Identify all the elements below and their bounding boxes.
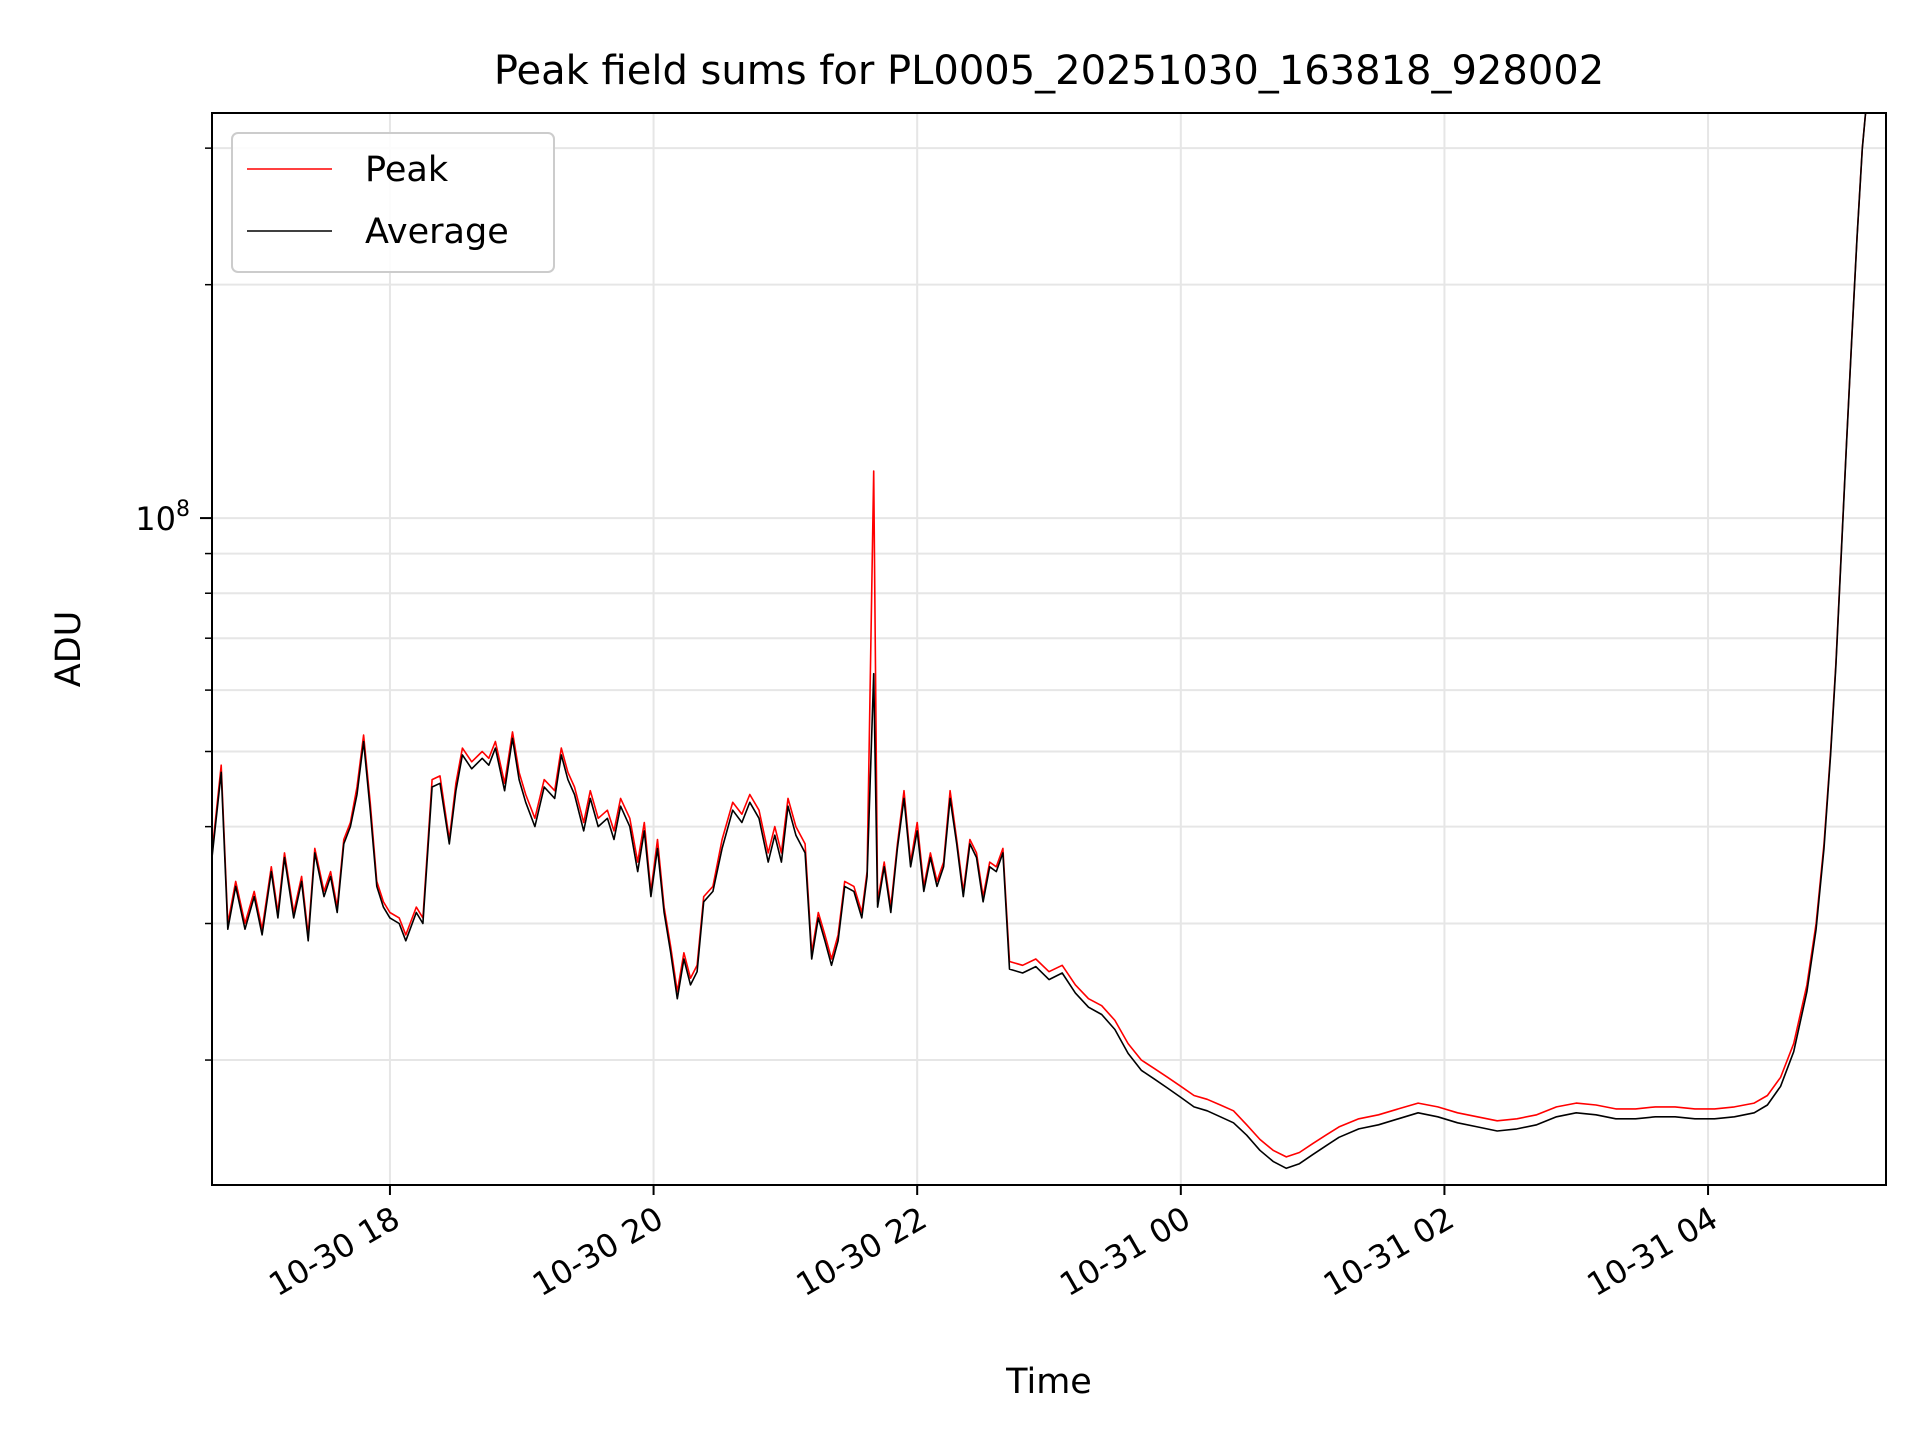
y-tick-label: 108 bbox=[135, 497, 190, 538]
legend-frame bbox=[231, 132, 555, 273]
legend-label-peak: Peak bbox=[365, 150, 449, 190]
y-axis: 108 bbox=[135, 147, 212, 1061]
chart-title: Peak field sums for PL0005_20251030_1638… bbox=[494, 48, 1604, 94]
legend: Peak Average bbox=[231, 132, 555, 273]
y-tick-label-exponent: 8 bbox=[176, 497, 190, 522]
series-layer bbox=[212, 113, 1867, 1170]
grid bbox=[212, 113, 1886, 1185]
y-tick-label-base: 10 bbox=[135, 500, 176, 538]
x-axis-label: Time bbox=[1005, 1362, 1092, 1402]
y-axis-label: ADU bbox=[49, 611, 89, 688]
plot-frame bbox=[211, 112, 1887, 1186]
series-line-average bbox=[212, 113, 1867, 1170]
legend-label-average: Average bbox=[365, 212, 509, 252]
